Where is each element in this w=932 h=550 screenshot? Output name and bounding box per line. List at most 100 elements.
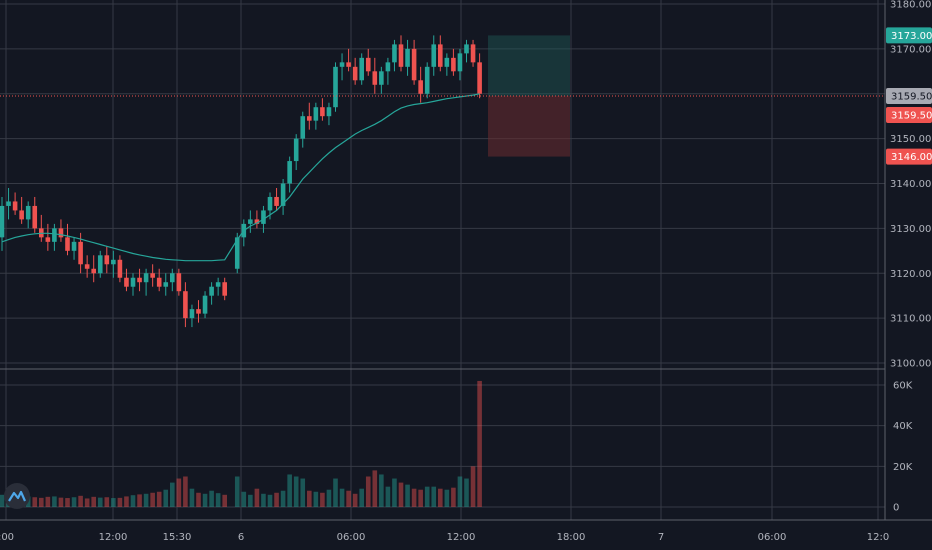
volume-bar — [438, 488, 443, 507]
volume-bar — [78, 495, 83, 507]
volume-bar — [444, 489, 450, 507]
volume-bar — [234, 476, 240, 507]
candle-body — [444, 57, 450, 67]
volume-bar — [196, 492, 201, 507]
volume-bar — [215, 493, 221, 507]
candle-body — [170, 273, 175, 283]
candle-body — [32, 205, 38, 229]
volume-bar — [300, 478, 306, 507]
time-tick-label: :00 — [0, 532, 14, 543]
candles[interactable] — [0, 35, 482, 328]
volume-bar — [111, 498, 116, 507]
volume-bar — [464, 478, 469, 507]
time-tick-label: 7 — [658, 532, 664, 543]
candle-body — [451, 57, 456, 72]
candle-body — [78, 241, 83, 265]
candle-body — [65, 237, 70, 251]
price-tick-label: 3120.00 — [890, 269, 931, 280]
volume-bar — [379, 474, 384, 507]
current-price-label: 3159.50 — [891, 91, 932, 102]
candle-body — [431, 44, 437, 67]
volume-bar — [248, 494, 253, 507]
volume-bar — [411, 488, 417, 507]
volume-bar — [241, 491, 247, 507]
volume-bar — [150, 492, 155, 507]
volume-bar — [137, 494, 142, 507]
volume-bar — [202, 493, 208, 507]
position-profit-zone[interactable] — [488, 35, 570, 96]
candle-body — [104, 255, 110, 265]
candle-body — [58, 228, 64, 238]
candle-body — [385, 62, 391, 72]
candle-body — [143, 273, 149, 283]
candle-body — [411, 48, 417, 81]
time-tick-label: 12:00 — [99, 532, 128, 543]
volume-bar — [320, 492, 325, 507]
candle-body — [196, 309, 201, 314]
volume-bar — [313, 491, 319, 507]
stop-price-label: 3146.00 — [891, 152, 932, 163]
volume-bars — [0, 380, 482, 507]
volume-bar — [170, 482, 175, 507]
volume-bar — [156, 491, 162, 507]
candle-body — [477, 62, 482, 94]
candle-body — [137, 277, 142, 283]
candle-body — [215, 282, 221, 287]
volume-bar — [91, 496, 96, 507]
time-tick-label: 12:0 — [867, 532, 889, 543]
volume-tick-label: 0 — [893, 503, 899, 514]
candle-body — [464, 44, 469, 54]
candle-body — [313, 107, 319, 121]
volume-bar — [189, 488, 195, 507]
candle-body — [307, 116, 312, 121]
position-loss-zone[interactable] — [488, 95, 570, 157]
moving-average-line — [1, 93, 480, 262]
price-tick-label: 3180.00 — [890, 0, 931, 11]
price-tick-label: 3100.00 — [890, 359, 931, 370]
candle-body — [25, 205, 31, 220]
candle-body — [45, 237, 51, 242]
time-tick-label: 18:00 — [557, 532, 586, 543]
candle-body — [117, 259, 123, 278]
candle-body — [248, 219, 253, 224]
candle-body — [274, 196, 279, 206]
volume-bar — [280, 490, 286, 507]
candle-body — [19, 210, 24, 220]
candle-body — [418, 80, 423, 94]
volume-bar — [45, 496, 51, 507]
time-tick-label: 15:30 — [163, 532, 192, 543]
volume-bar — [176, 478, 182, 507]
volume-bar — [65, 498, 70, 507]
candle-body — [280, 183, 286, 206]
time-tick-label: 12:00 — [447, 532, 476, 543]
candle-body — [209, 286, 214, 296]
candle-body — [97, 255, 103, 274]
volume-tick-label: 60K — [893, 381, 913, 392]
volume-bar — [163, 489, 169, 507]
candle-body — [457, 53, 463, 72]
volume-bar — [58, 497, 64, 507]
volume-bar — [365, 476, 371, 507]
candle-body — [320, 107, 325, 117]
volume-bar — [124, 496, 129, 507]
candle-body — [424, 66, 430, 94]
current-price-tag: 3159.50 — [886, 87, 932, 104]
time-tick-label: 06:00 — [337, 532, 366, 543]
candle-body — [293, 138, 299, 162]
candle-body — [352, 66, 358, 81]
volume-bar — [261, 493, 266, 507]
candle-body — [392, 44, 397, 63]
volume-bar — [405, 484, 410, 507]
price-tick-label: 3110.00 — [890, 314, 931, 325]
candle-body — [183, 291, 188, 319]
time-axis[interactable]: :00 12:00 15:30 6 06:00 12:00 18:00 7 06:00 12:0 — [0, 532, 889, 543]
candle-body — [189, 309, 195, 319]
candle-body — [234, 237, 240, 269]
tradingview-logo-button[interactable] — [4, 483, 30, 509]
volume-bar — [71, 497, 77, 507]
volume-bar — [424, 486, 430, 507]
last-price-label: 3159.50 — [891, 110, 932, 121]
candle-body — [176, 273, 182, 292]
price-axis[interactable]: 3100.00 3110.00 3120.00 3130.00 3140.00 3150.… — [890, 0, 931, 370]
candle-body — [287, 161, 292, 184]
